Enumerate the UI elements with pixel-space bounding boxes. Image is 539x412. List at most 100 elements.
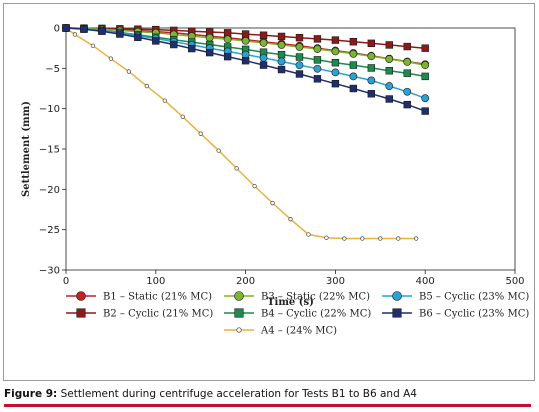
data-point-series-5 (414, 236, 419, 241)
data-point-series-5 (72, 32, 78, 37)
data-point-series-4 (331, 58, 340, 67)
data-point-series-7 (241, 56, 250, 65)
data-point-series-2 (349, 38, 358, 46)
figure-caption-label: Figure 9: (4, 388, 58, 400)
data-point-series-7 (277, 65, 286, 74)
data-point-series-2 (403, 42, 411, 51)
caption-underline-bar (4, 404, 531, 407)
legend-marker-series-1 (76, 291, 86, 301)
data-point-series-4 (277, 50, 286, 59)
data-point-series-5 (270, 200, 275, 206)
data-point-series-5 (252, 183, 257, 189)
data-point-series-6 (421, 94, 430, 103)
legend-label-series-3: B3 – Static (22% MC) (261, 292, 370, 303)
data-point-series-3 (223, 35, 232, 44)
data-point-series-4 (403, 69, 411, 77)
data-point-series-3 (349, 49, 358, 58)
chart-plot-area (62, 24, 430, 241)
data-point-series-6 (295, 61, 304, 70)
legend-marker-series-5 (236, 327, 242, 333)
figure-caption-text: Settlement during centrifuge acceleratio… (60, 388, 417, 400)
data-point-series-3 (313, 45, 322, 53)
data-point-series-6 (331, 68, 340, 77)
data-point-series-4 (313, 56, 322, 64)
figure-frame: 0 100 200 300 400 500 0 −5 −10 −15 −20 −25 −30 Time (… (3, 3, 535, 381)
data-point-series-6 (403, 87, 412, 96)
data-point-series-5 (306, 232, 311, 237)
y-axis-label: Settlement (mm) (21, 101, 32, 197)
data-point-series-5 (342, 236, 347, 241)
data-point-series-7 (134, 33, 142, 41)
data-point-series-7 (152, 37, 160, 45)
data-point-series-6 (259, 53, 268, 62)
x-tick-label: 500 (505, 276, 524, 287)
y-tick-label: −15 (39, 145, 60, 156)
data-point-series-3 (295, 43, 304, 51)
data-point-series-5 (396, 236, 401, 241)
figure-caption: Figure 9: Settlement during centrifuge a… (4, 388, 535, 400)
data-point-series-5 (162, 98, 167, 103)
data-point-series-3 (259, 39, 268, 47)
data-point-series-3 (385, 55, 394, 63)
data-point-series-3 (277, 41, 286, 49)
data-point-series-3 (403, 57, 412, 66)
x-tick-label: 0 (63, 276, 69, 287)
legend-label-series-4: B4 – Cyclic (22% MC) (261, 309, 371, 320)
data-point-series-7 (205, 48, 214, 57)
data-point-series-2 (295, 33, 304, 42)
legend-marker-series-4 (234, 308, 244, 318)
x-tick-label: 300 (326, 276, 345, 287)
data-point-series-7 (349, 84, 358, 93)
data-point-series-7 (421, 107, 429, 115)
data-point-series-6 (277, 57, 286, 66)
data-point-series-5 (360, 236, 365, 241)
legend-label-series-1: B1 – Static (21% MC) (103, 292, 212, 303)
data-point-series-7 (170, 40, 178, 49)
data-point-series-5 (90, 43, 96, 48)
data-point-series-7 (188, 44, 196, 53)
data-point-series-2 (223, 29, 232, 37)
data-point-series-7 (98, 27, 106, 35)
x-tick-label: 100 (146, 276, 165, 287)
x-axis-label: Time (s) (267, 297, 314, 308)
data-point-series-7 (313, 75, 322, 83)
data-point-series-5 (198, 131, 203, 136)
data-point-series-3 (241, 37, 250, 45)
data-point-series-5 (126, 69, 132, 74)
data-point-series-7 (295, 70, 304, 78)
plot-border (65, 27, 516, 271)
legend-marker-series-2 (76, 308, 86, 318)
y-tick-label: 0 (54, 24, 60, 35)
legend-marker-series-7 (392, 308, 402, 318)
data-point-series-5 (288, 217, 293, 222)
data-point-series-7 (259, 61, 268, 69)
legend-marker-series-3 (234, 291, 244, 301)
data-point-series-7 (223, 52, 232, 61)
data-point-series-7 (80, 25, 88, 33)
data-point-series-2 (421, 44, 429, 52)
data-point-series-6 (367, 76, 376, 85)
data-point-series-3 (331, 47, 340, 56)
chart-legend: B1 – Static (21% MC) B2 – Cyclic (21% MC)… (66, 291, 529, 337)
legend-label-series-5: A4 – (24% MC) (260, 326, 337, 337)
y-tick-label: −25 (39, 225, 60, 236)
data-point-series-6 (349, 72, 358, 81)
y-tick-label: −5 (45, 64, 60, 75)
data-point-series-2 (277, 32, 286, 41)
data-point-series-2 (313, 35, 322, 43)
x-tick-label: 200 (236, 276, 255, 287)
data-point-series-7 (331, 79, 340, 88)
data-point-series-4 (349, 61, 358, 69)
data-point-series-7 (367, 90, 376, 98)
y-tick-label: −20 (39, 185, 60, 196)
data-point-series-5 (234, 166, 239, 171)
y-tick-label: −30 (39, 266, 60, 277)
data-point-series-3 (367, 52, 376, 61)
data-point-series-2 (367, 39, 376, 48)
chart-axes: 0 100 200 300 400 500 0 −5 −10 −15 −20 −25 −30 Time (… (21, 24, 525, 309)
data-point-series-5 (108, 56, 114, 61)
data-point-series-7 (62, 24, 70, 32)
legend-label-series-2: B2 – Cyclic (21% MC) (103, 309, 213, 320)
data-point-series-3 (205, 33, 214, 42)
data-point-series-2 (241, 30, 250, 38)
